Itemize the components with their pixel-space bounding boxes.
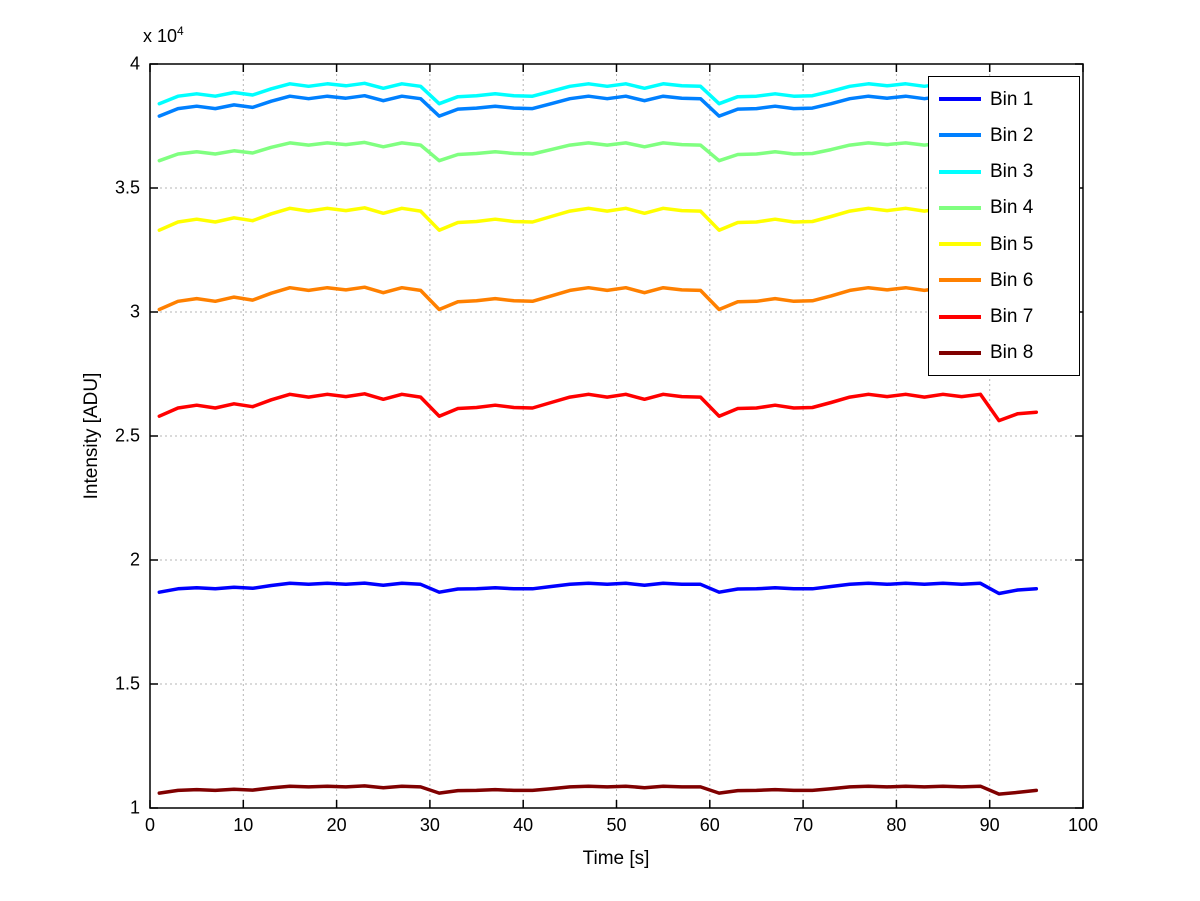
legend-line-swatch [939,133,981,138]
series-line-bin-3 [157,81,1039,108]
y-tick-label: 4 [129,53,140,74]
y-tick-label: 2 [129,549,140,570]
y-axis-multiplier-base: x 10 [143,26,178,46]
legend-label: Bin 3 [990,161,1034,183]
legend-item: Bin 2 [929,126,1079,145]
legend-label: Bin 1 [990,88,1034,110]
y-axis-multiplier-exponent: 4 [177,24,184,38]
legend-label: Bin 7 [990,306,1034,328]
legend-line-swatch [939,169,981,174]
x-tick-label: 60 [699,815,720,835]
legend-item: Bin 7 [929,307,1079,326]
y-tick-label: 3 [129,301,140,322]
x-tick-label: 40 [513,815,534,835]
y-tick-label: 1.5 [114,673,140,694]
legend-line-swatch [939,314,981,319]
legend-item: Bin 6 [929,271,1079,290]
legend: Bin 1 Bin 2 Bin 3 Bin 4 Bin 5 Bin 6 Bin 7 Bin 8 [928,76,1080,376]
x-tick-label: 90 [979,815,1000,835]
y-tick-label: 1 [129,797,140,818]
legend-line-swatch [939,242,981,247]
series-line-bin-1 [157,581,1039,596]
x-axis-label: Time [s] [582,848,650,869]
x-tick-label: 50 [606,815,627,835]
x-tick-label: 20 [326,815,347,835]
series-line-bin-5 [157,206,1039,235]
legend-item: Bin 3 [929,162,1079,181]
legend-item: Bin 4 [929,198,1079,217]
x-tick-label: 10 [233,815,254,835]
legend-label: Bin 5 [990,233,1034,255]
legend-item: Bin 8 [929,343,1079,362]
series-line-bin-4 [157,140,1039,165]
y-tick-label: 3.5 [114,177,140,198]
y-tick-label: 2.5 [114,425,140,446]
x-tick-label: 30 [419,815,440,835]
legend-line-swatch [939,350,981,355]
legend-item: Bin 5 [929,235,1079,254]
x-tick-label: 80 [886,815,907,835]
legend-line-swatch [939,97,981,102]
legend-label: Bin 8 [990,342,1034,364]
series-line-bin-6 [157,285,1039,314]
y-axis-multiplier: x 104 [143,24,184,47]
legend-item: Bin 1 [929,90,1079,109]
legend-label: Bin 2 [990,124,1034,146]
x-tick-label: 100 [1067,815,1099,835]
series-line-bin-8 [157,784,1039,796]
x-tick-label: 0 [144,815,156,835]
legend-line-swatch [939,278,981,283]
series-line-bin-7 [157,392,1039,423]
legend-label: Bin 6 [990,269,1034,291]
series-line-bin-2 [157,93,1039,121]
legend-line-swatch [939,205,981,210]
y-axis-label: Intensity [ADU] [81,372,102,500]
x-tick-label: 70 [793,815,814,835]
legend-label: Bin 4 [990,197,1034,219]
